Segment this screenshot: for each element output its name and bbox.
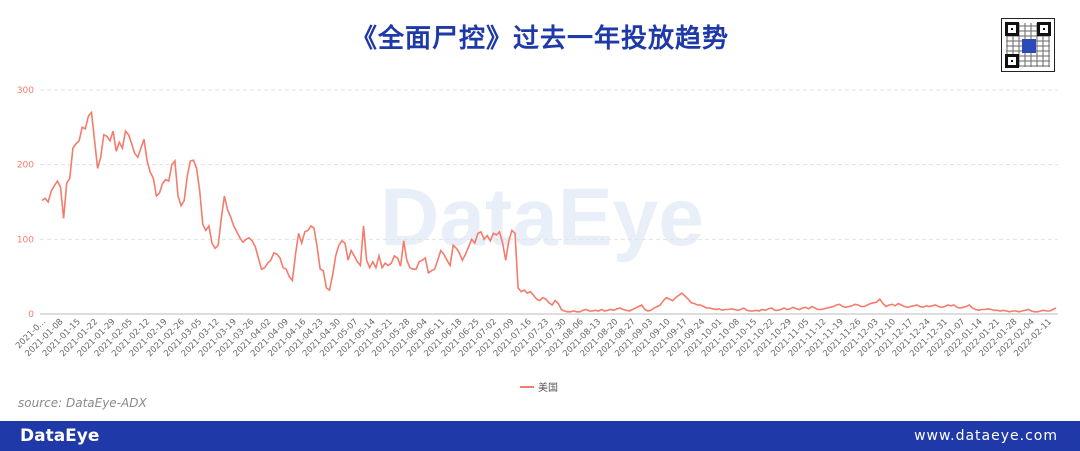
footer-bar: DataEye www.dataeye.com — [0, 421, 1080, 451]
legend[interactable]: 美国 — [520, 381, 558, 394]
footer-url[interactable]: www.dataeye.com — [914, 428, 1058, 444]
qr-code-icon — [1001, 18, 1055, 72]
line-chart: DataEye 0 100 200 300 2021-0...2021-01-0820… — [14, 86, 1058, 394]
source-note: source: DataEye-ADX — [18, 396, 147, 410]
y-tick-label: 200 — [17, 161, 34, 171]
y-tick-label: 300 — [17, 86, 34, 96]
grid-lines — [40, 89, 1058, 315]
x-axis: 2021-0...2021-01-082021-01-152021-01-222… — [14, 317, 1054, 359]
legend-label: 美国 — [538, 381, 558, 394]
watermark: DataEye — [380, 172, 704, 263]
footer-logo: DataEye — [20, 426, 100, 446]
chart-title: 《全面尸控》过去一年投放趋势 — [350, 24, 729, 54]
series-line — [41, 110, 1057, 313]
y-tick-label: 0 — [28, 310, 34, 320]
y-tick-label: 100 — [17, 235, 34, 245]
y-axis: 0 100 200 300 — [17, 86, 34, 320]
